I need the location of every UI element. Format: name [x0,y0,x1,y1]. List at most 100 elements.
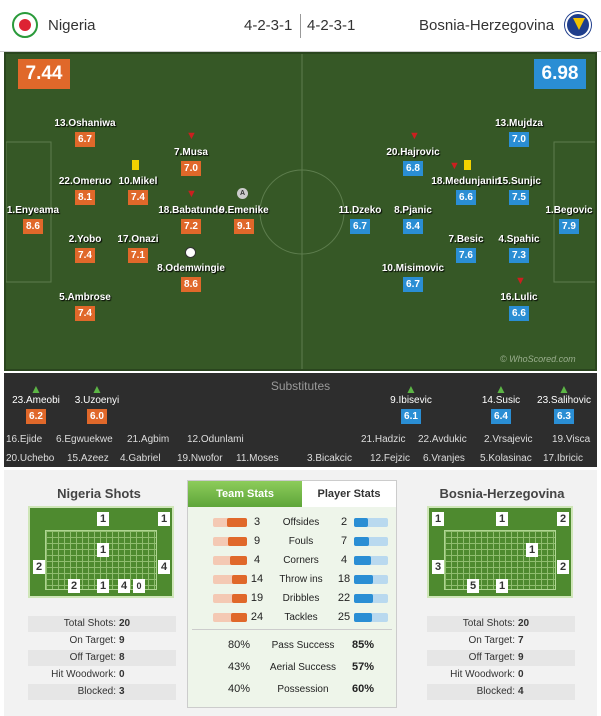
stat-label: Fouls [288,536,314,547]
player-mujdza[interactable]: 13.Mujdza 7.0 [495,118,543,147]
stat-label: Corners [283,555,319,566]
bench-player[interactable]: 11.Moses [236,453,279,464]
goal-ball-icon [185,247,196,258]
home-stat-value: 19 [250,592,264,604]
sub-in-salihovic[interactable]: ▲ 23.Salihovic 6.3 [529,383,599,424]
sub-on-arrow-icon: ▲ [558,382,570,396]
player-yobo[interactable]: 2.Yobo 7.4 [68,234,102,263]
player-hajrovic[interactable]: 20.Hajrovic 6.8 [386,147,440,176]
player-mikel[interactable]: 10.Mikel 7.4 [118,176,158,205]
nigeria-crest-icon [12,12,38,38]
away-pct: 57% [351,661,375,673]
shot-zone: 1 [158,512,170,526]
home-stat-bar-fill [228,537,247,546]
shot-zone: 1 [97,512,109,526]
home-team-name[interactable]: Nigeria [48,17,96,34]
tab-team-stats[interactable]: Team Stats [188,481,302,507]
away-stat-bar-fill [354,537,369,546]
player-onazi[interactable]: 17.Onazi 7.1 [117,234,159,263]
shot-zone: 4 [118,579,130,593]
player-ambrose[interactable]: 5.Ambrose 7.4 [59,292,111,321]
home-stat-value: 14 [250,573,264,585]
bench-player[interactable]: 6.Egwuekwe [56,434,113,445]
shot-zone: 0 [133,579,145,593]
away-stat-bar-fill [354,575,373,584]
bench-player[interactable]: 20.Uchebo [6,453,55,464]
bench-player[interactable]: 21.Hadzic [361,434,406,445]
player-omeruo[interactable]: 22.Omeruo 8.1 [58,176,112,205]
yellow-card-icon [132,160,139,170]
home-pct: 80% [227,639,251,651]
home-stat-value: 4 [253,554,261,566]
player-pjanic[interactable]: 8.Pjanic 8.4 [394,205,432,234]
player-babatunde[interactable]: 18.Babatunde 7.2 [158,205,224,234]
shot-zone: 2 [33,560,45,574]
shot-zone: 1 [97,579,109,593]
bench-player[interactable]: 17.Ibricic [543,453,584,464]
away-team-name[interactable]: Bosnia-Herzegovina [419,17,555,34]
pct-label: Pass Success [271,640,335,651]
player-odemwingie[interactable]: 8.Odemwingie 8.6 [157,263,225,292]
player-dzeko[interactable]: 11.Dzeko 6.7 [338,205,382,234]
sub-on-arrow-icon: ▲ [495,382,507,396]
player-emenike[interactable]: 9.Emenike 9.1 [219,205,269,234]
home-team-rating: 7.44 [18,59,70,89]
sub-on-arrow-icon: ▲ [30,382,42,396]
bench-player[interactable]: 3.Bicakcic [307,453,353,464]
team-stats-panel: Team Stats Player Stats 3 Offsides 2 9 Fouls… [187,480,397,708]
bench-player[interactable]: 12.Odunlami [187,434,244,445]
player-besic[interactable]: 7.Besic 7.6 [448,234,484,263]
player-begovic[interactable]: 1.Begovic 7.9 [545,205,593,234]
player-oshaniwa[interactable]: 13.Oshaniwa 6.7 [54,118,116,147]
bench-player[interactable]: 6.Vranjes [423,453,465,464]
away-shot-map: 1 1 2 1 3 2 5 1 [427,506,573,598]
away-shot-stat: Hit Woodwork: 0 [450,669,524,680]
shot-zone: 3 [432,560,444,574]
player-sunjic[interactable]: 15.Sunjic 7.5 [497,176,541,205]
home-shot-stat: Off Target: 8 [28,650,176,666]
bench-player[interactable]: 15.Azeez [67,453,109,464]
player-medunjanin[interactable]: 18.Medunjanin 6.6 [431,176,501,205]
away-stat-bar-fill [354,594,373,603]
shot-zone: 4 [158,560,170,574]
home-shot-stat: Hit Woodwork: 0 [51,669,125,680]
home-stat-value: 24 [250,611,264,623]
shot-zone: 1 [432,512,444,526]
away-pct: 60% [351,683,375,695]
player-spahic[interactable]: 4.Spahic 7.3 [498,234,540,263]
sub-in-ibisevic[interactable]: ▲ 9.Ibisevic 6.1 [376,383,446,424]
shot-zone: 1 [496,512,508,526]
away-stat-bar-fill [354,518,368,527]
match-header: Nigeria 4-2-3-1 4-2-3-1 Bosnia-Herzegovi… [0,0,601,52]
shot-zone: 2 [557,560,569,574]
home-shot-stat: Total Shots: 20 [28,616,176,632]
away-shot-stat: Off Target: 9 [427,650,575,666]
player-lulic[interactable]: 16.Lulic 6.6 [500,292,538,321]
yellow-card-icon [464,160,471,170]
sub-on-arrow-icon: ▲ [405,382,417,396]
home-stat-bar-fill [230,556,247,565]
away-stat-value: 7 [340,535,348,547]
player-musa[interactable]: 7.Musa 7.0 [174,147,208,176]
away-stat-bar [354,556,388,565]
home-stat-bar-fill [232,575,247,584]
bench-player[interactable]: 19.Nwofor [177,453,223,464]
bench-player[interactable]: 22.Avdukic [418,434,467,445]
pitch-lines [6,54,595,369]
away-shot-stat: Blocked: 4 [427,684,575,700]
sub-in-uzoenyi[interactable]: ▲ 3.Uzoenyi 6.0 [62,383,132,424]
player-misimovic[interactable]: 10.Misimovic 6.7 [381,263,445,292]
percentage-row: 40% Possession 60% [188,680,392,699]
bench-player[interactable]: 19.Visca [552,434,591,445]
bench-player[interactable]: 4.Gabriel [120,453,161,464]
player-enyeama[interactable]: 1.Enyeama 8.6 [6,205,60,234]
bench-player[interactable]: 16.Ejide [6,434,43,445]
bench-player[interactable]: 12.Fejzic [370,453,411,464]
bench-player[interactable]: 2.Vrsajevic [484,434,533,445]
sub-in-ameobi[interactable]: ▲ 23.Ameobi 6.2 [1,383,71,424]
bench-player[interactable]: 5.Kolasinac [480,453,532,464]
bench-player[interactable]: 21.Agbim [127,434,170,445]
sub-in-susic[interactable]: ▲ 14.Susic 6.4 [466,383,536,424]
away-stat-value: 2 [340,516,348,528]
tab-player-stats[interactable]: Player Stats [317,488,381,500]
